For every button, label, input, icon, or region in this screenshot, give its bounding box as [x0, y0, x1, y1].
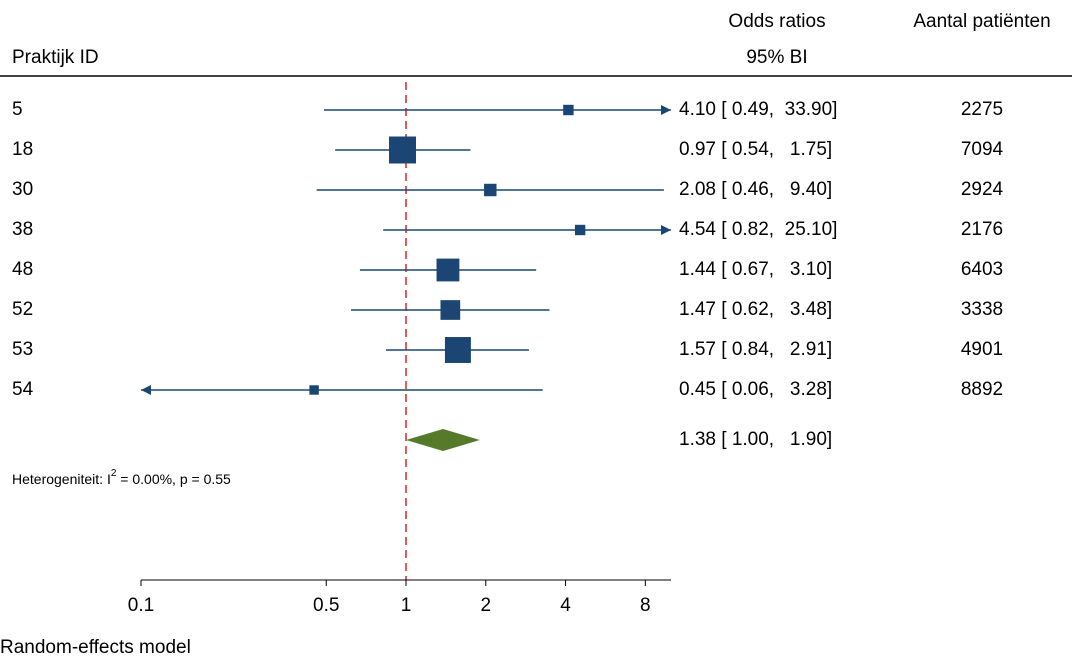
value-subheader: 95% BI	[746, 47, 807, 68]
row-label: 5	[12, 99, 23, 120]
patient-count: 8892	[961, 379, 1003, 400]
value-label: 1.57 [ 0.84, 2.91]	[679, 339, 832, 360]
patient-count: 3338	[961, 299, 1003, 320]
row-label: 53	[12, 339, 33, 360]
estimate-square	[574, 224, 586, 236]
ci-arrow	[661, 105, 671, 115]
heterogeneity-sup: 2	[111, 468, 117, 479]
estimate-square	[436, 258, 460, 282]
row-label: 30	[12, 179, 33, 200]
ci-arrow	[141, 385, 151, 395]
ci-arrow	[661, 225, 671, 235]
estimate-square	[563, 104, 574, 116]
value-header: Odds ratios	[728, 11, 825, 32]
row-label: 18	[12, 139, 33, 160]
x-tick-label: 1	[401, 595, 412, 616]
estimate-square	[440, 300, 461, 320]
estimate-square	[484, 183, 497, 197]
value-label: 4.54 [ 0.82, 25.10]	[679, 219, 837, 240]
row-label: 52	[12, 299, 33, 320]
patient-count: 7094	[961, 139, 1004, 160]
pooled-diamond	[406, 429, 480, 451]
value-label: 0.97 [ 0.54, 1.75]	[679, 139, 832, 160]
patient-count: 2176	[961, 219, 1003, 240]
patient-count: 6403	[961, 259, 1003, 280]
value-label: 1.44 [ 0.67, 3.10]	[679, 259, 832, 280]
patient-count: 2275	[961, 99, 1003, 120]
value-label: 1.47 [ 0.62, 3.48]	[679, 299, 832, 320]
row-header: Praktijk ID	[12, 47, 99, 68]
x-tick-label: 2	[480, 595, 491, 616]
heterogeneity: Heterogeniteit: I2 = 0.00%, p = 0.55	[12, 468, 231, 487]
heterogeneity-prefix: Heterogeniteit: I	[12, 471, 111, 487]
estimate-square	[444, 337, 471, 363]
row-label: 38	[12, 219, 33, 240]
value-label: 2.08 [ 0.46, 9.40]	[679, 179, 832, 200]
value-label: 4.10 [ 0.49, 33.90]	[679, 99, 837, 120]
count-header: Aantal patiënten	[913, 11, 1050, 32]
model-label: Random-effects model	[0, 637, 191, 658]
pooled-label: 1.38 [ 1.00, 1.90]	[679, 429, 832, 450]
x-tick-label: 4	[560, 595, 571, 616]
estimate-square	[309, 385, 319, 395]
value-label: 0.45 [ 0.06, 3.28]	[679, 379, 832, 400]
row-label: 48	[12, 259, 33, 280]
x-tick-label: 0.1	[128, 595, 154, 616]
x-tick-label: 0.5	[313, 595, 339, 616]
patient-count: 4901	[961, 339, 1003, 360]
patient-count: 2924	[961, 179, 1004, 200]
heterogeneity-suffix: = 0.00%, p = 0.55	[116, 471, 231, 487]
row-label: 54	[12, 379, 34, 400]
x-tick-label: 8	[640, 595, 651, 616]
estimate-square	[388, 136, 416, 164]
